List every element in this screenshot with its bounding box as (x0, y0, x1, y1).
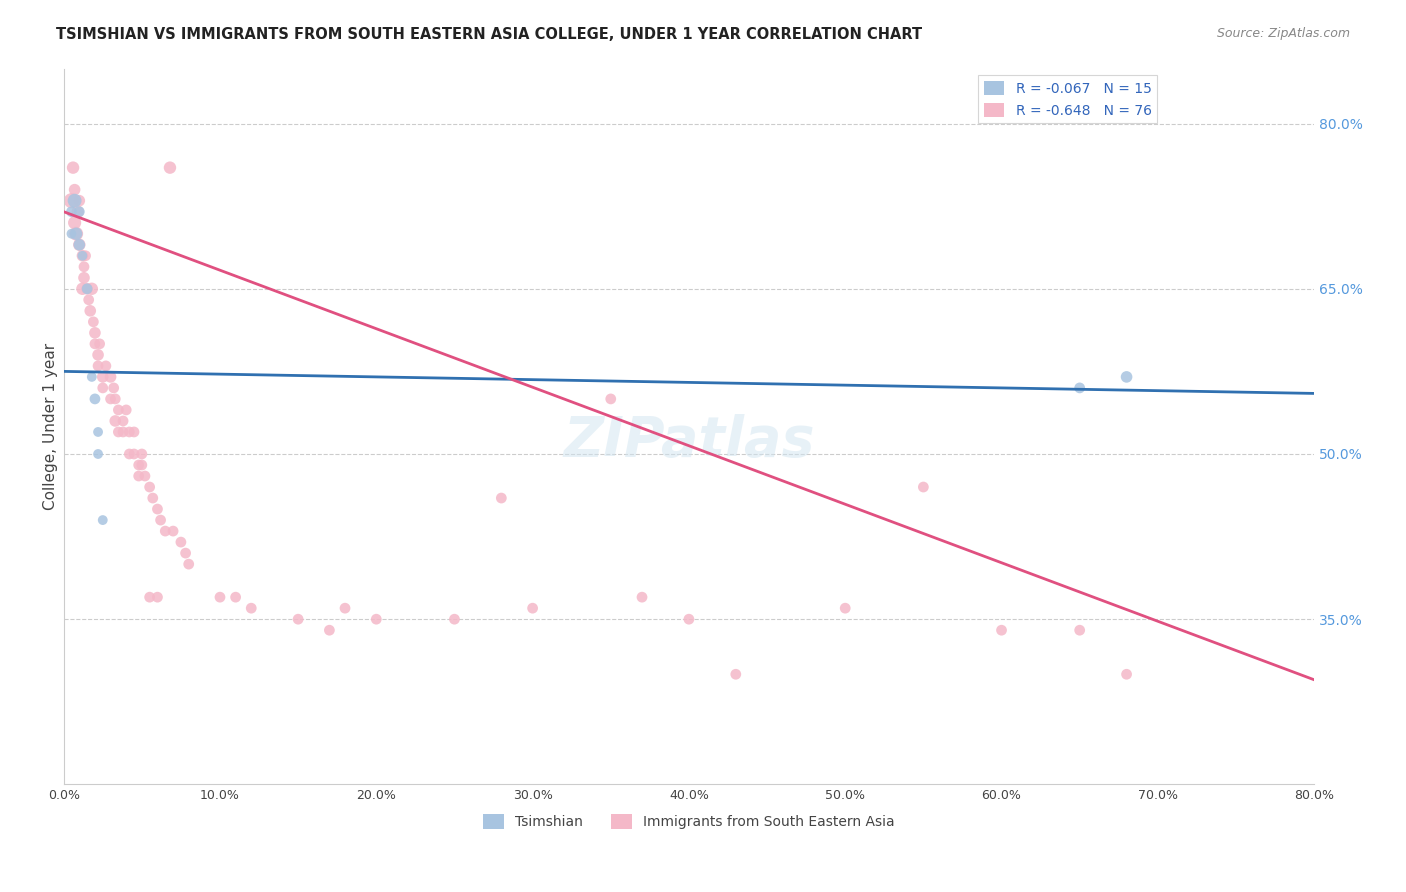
Point (66, 204, 89, 219)
Point (1115, 370, 1137, 384)
Point (91, 381, 114, 395)
Point (174, 546, 197, 560)
Point (100, 392, 122, 406)
Point (65, 227, 87, 241)
Point (599, 392, 621, 406)
Point (79, 303, 101, 318)
Point (80, 282, 103, 296)
Point (87, 447, 110, 461)
Point (63, 216, 86, 230)
Point (82, 315, 104, 329)
Point (87, 348, 110, 362)
Point (118, 425, 141, 439)
Point (103, 381, 125, 395)
Point (107, 403, 129, 417)
Point (84, 326, 107, 340)
Point (72, 249, 94, 263)
Point (177, 557, 200, 571)
Point (318, 624, 340, 638)
Point (100, 370, 122, 384)
Point (104, 392, 127, 406)
Point (724, 667, 747, 681)
Point (91, 370, 114, 384)
Point (65, 227, 87, 241)
Point (107, 425, 129, 439)
Point (138, 480, 160, 494)
Point (1069, 381, 1091, 395)
Point (91, 513, 114, 527)
Point (67, 237, 90, 252)
Point (67, 194, 90, 208)
Point (122, 425, 145, 439)
Point (366, 612, 388, 626)
Point (208, 590, 231, 604)
Point (76, 282, 98, 296)
Text: ZIPatlas: ZIPatlas (564, 414, 814, 467)
Point (67, 237, 90, 252)
Point (225, 590, 247, 604)
Point (60, 204, 83, 219)
Point (834, 601, 856, 615)
Point (1115, 667, 1137, 681)
Point (134, 469, 156, 483)
Point (62, 161, 84, 175)
Point (72, 282, 94, 296)
Legend: Tsimshian, Immigrants from South Eastern Asia: Tsimshian, Immigrants from South Eastern… (478, 809, 900, 835)
Text: TSIMSHIAN VS IMMIGRANTS FROM SOUTH EASTERN ASIA COLLEGE, UNDER 1 YEAR CORRELATIO: TSIMSHIAN VS IMMIGRANTS FROM SOUTH EASTE… (56, 27, 922, 42)
Point (84, 392, 107, 406)
Point (155, 524, 177, 538)
Point (146, 590, 169, 604)
Point (73, 270, 96, 285)
Y-axis label: College, Under 1 year: College, Under 1 year (44, 343, 58, 510)
Point (104, 414, 127, 428)
Point (128, 469, 150, 483)
Point (333, 601, 356, 615)
Point (240, 601, 263, 615)
Point (678, 612, 700, 626)
Point (990, 624, 1012, 638)
Point (146, 502, 169, 516)
Point (159, 161, 181, 175)
Point (63, 194, 86, 208)
Point (912, 480, 935, 494)
Point (522, 601, 544, 615)
Point (73, 260, 96, 274)
Point (115, 403, 138, 417)
Point (60, 227, 83, 241)
Point (131, 447, 153, 461)
Point (118, 447, 141, 461)
Point (122, 447, 145, 461)
Point (75, 249, 97, 263)
Point (77, 293, 100, 307)
Point (1069, 624, 1091, 638)
Point (491, 491, 513, 505)
Point (63, 183, 86, 197)
Point (84, 336, 107, 351)
Point (80, 370, 103, 384)
Point (112, 425, 135, 439)
Point (631, 590, 654, 604)
Point (112, 414, 135, 428)
Point (128, 458, 150, 472)
Point (443, 612, 465, 626)
Point (142, 491, 165, 505)
Point (76, 282, 98, 296)
Point (149, 513, 172, 527)
Point (87, 425, 110, 439)
Point (162, 524, 184, 538)
Point (170, 535, 193, 549)
Point (89, 336, 111, 351)
Point (72, 249, 94, 263)
Point (87, 359, 110, 373)
Point (94, 359, 117, 373)
Point (138, 590, 160, 604)
Text: Source: ZipAtlas.com: Source: ZipAtlas.com (1216, 27, 1350, 40)
Point (131, 458, 153, 472)
Point (60, 194, 83, 208)
Point (287, 612, 309, 626)
Point (67, 204, 90, 219)
